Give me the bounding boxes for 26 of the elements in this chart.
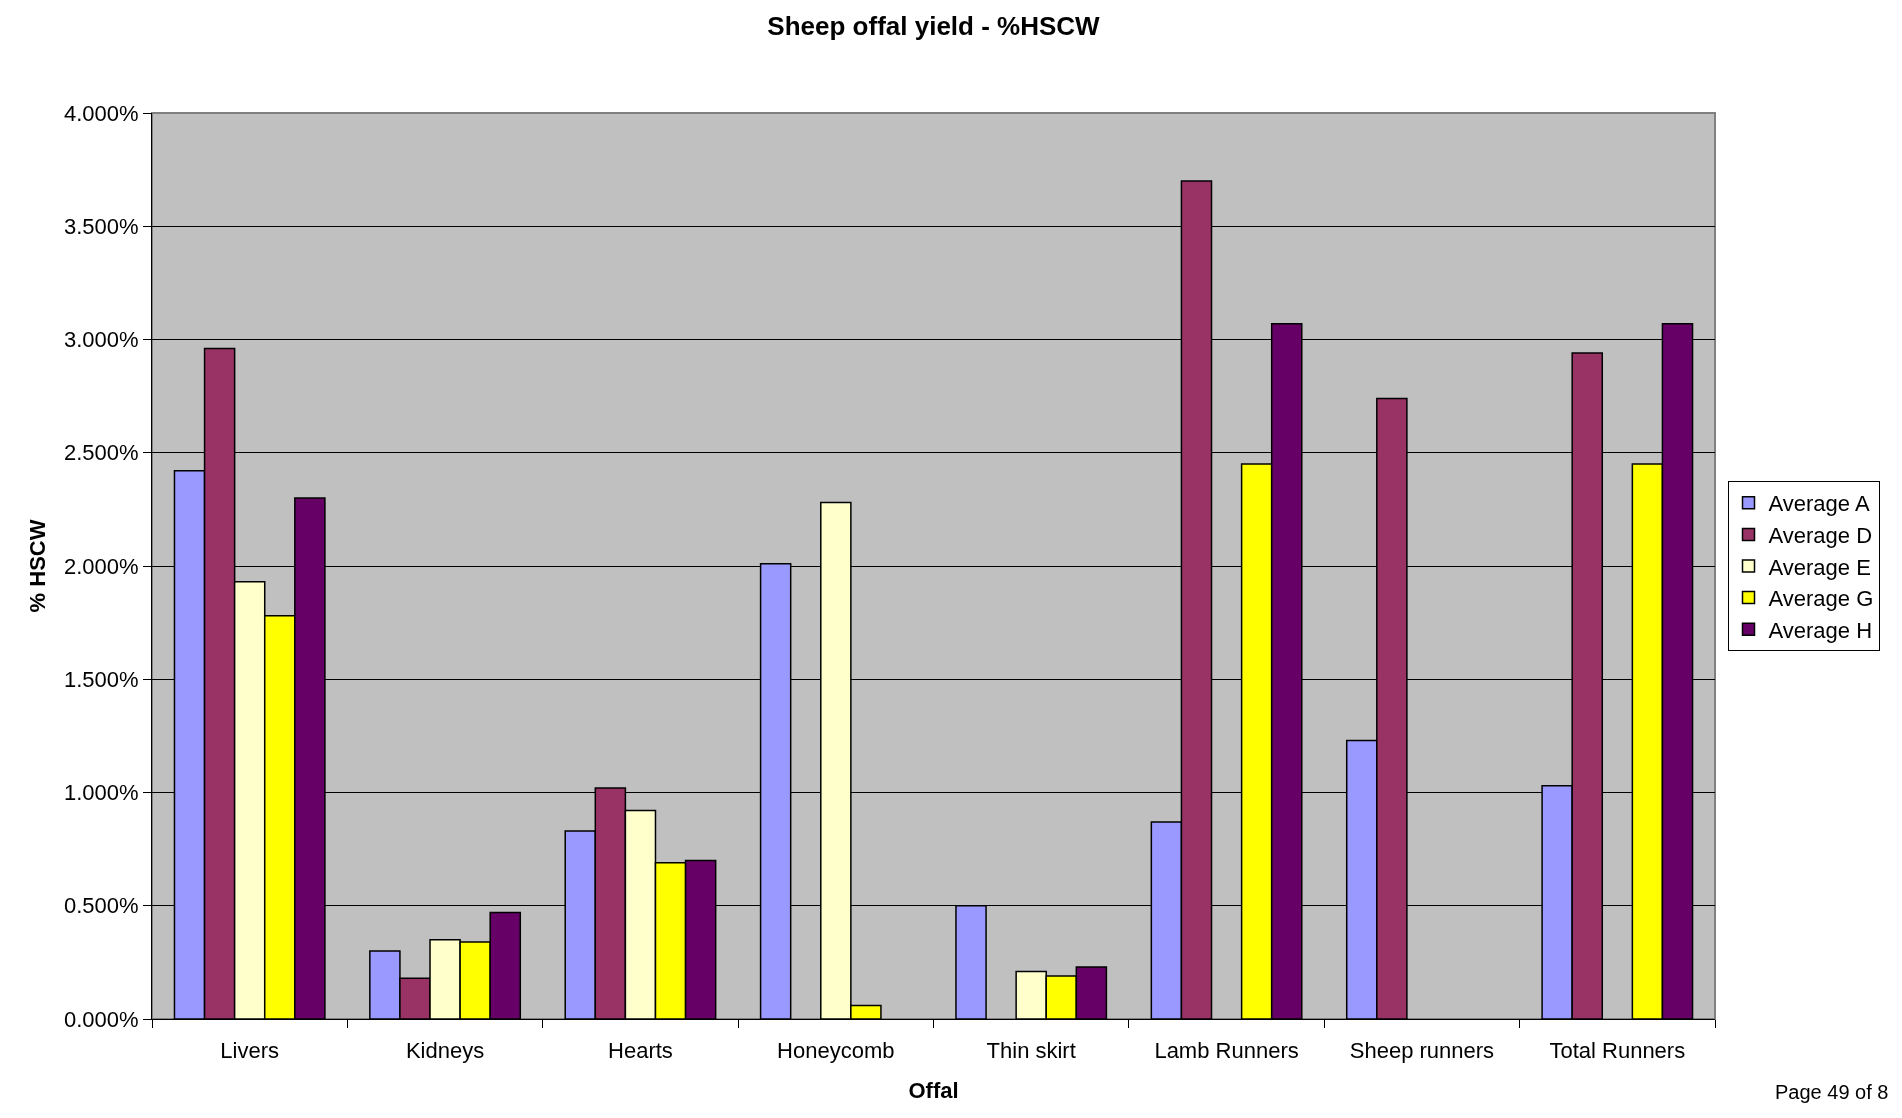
x-tick-label: Hearts bbox=[608, 1038, 673, 1064]
y-tick-label: 0.000% bbox=[63, 1006, 139, 1032]
x-tick-label: Total Runners bbox=[1549, 1038, 1686, 1064]
y-tick-label: 3.000% bbox=[63, 327, 139, 353]
x-tick-label: Lamb Runners bbox=[1154, 1038, 1299, 1064]
legend-label: Average H bbox=[1768, 617, 1873, 643]
legend-label: Average A bbox=[1768, 491, 1870, 517]
y-tick-label: 3.500% bbox=[63, 213, 139, 239]
x-axis-title: Offal bbox=[908, 1078, 959, 1104]
x-tick-label: Thin skirt bbox=[986, 1038, 1076, 1064]
y-axis-title: % HSCW bbox=[24, 519, 50, 613]
chart-title: Sheep offal yield - %HSCW bbox=[767, 10, 1101, 41]
y-tick-label: 4.000% bbox=[63, 100, 139, 126]
x-tick-label: Sheep runners bbox=[1349, 1038, 1495, 1064]
y-tick-label: 2.000% bbox=[63, 553, 139, 579]
legend-label: Average G bbox=[1768, 586, 1874, 612]
y-tick-label: 1.000% bbox=[63, 780, 139, 806]
legend-label: Average E bbox=[1768, 554, 1871, 580]
y-tick-label: 1.500% bbox=[63, 666, 139, 692]
text: Page 49 of 8 bbox=[1775, 1081, 1889, 1103]
y-tick-label: 2.500% bbox=[63, 440, 139, 466]
x-tick-label: Kidneys bbox=[405, 1038, 485, 1064]
x-tick-label: Livers bbox=[220, 1038, 280, 1064]
legend-label: Average D bbox=[1768, 522, 1873, 548]
y-tick-label: 0.500% bbox=[63, 893, 139, 919]
x-tick-label: Honeycomb bbox=[777, 1038, 895, 1064]
